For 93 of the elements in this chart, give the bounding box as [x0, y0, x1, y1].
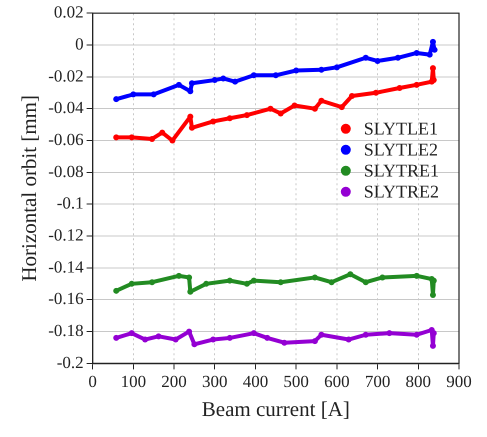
- point: [113, 96, 120, 102]
- point: [379, 274, 386, 280]
- y-tick-label: -0.02: [48, 66, 84, 86]
- y-tick-label: -0.2: [56, 352, 84, 372]
- point: [347, 271, 354, 278]
- point: [113, 334, 120, 341]
- y-tick-label: 0: [75, 34, 84, 54]
- point: [150, 91, 157, 98]
- y-tick-label: -0.14: [48, 257, 84, 276]
- y-tick-label: 0.02: [54, 2, 84, 22]
- point: [264, 334, 270, 341]
- x-tick-label: 200: [161, 372, 187, 392]
- point: [312, 106, 318, 112]
- y-tick-label: -0.1: [56, 194, 84, 213]
- point: [250, 330, 257, 336]
- point: [159, 130, 166, 136]
- point: [346, 336, 352, 343]
- x-tick-label: 0: [88, 372, 97, 392]
- point: [156, 333, 162, 340]
- x-tick-label: 400: [242, 372, 268, 392]
- point: [348, 92, 355, 99]
- point: [130, 91, 136, 98]
- x-tick-label: 600: [324, 372, 350, 392]
- point: [113, 288, 120, 294]
- point: [362, 279, 369, 286]
- point: [414, 332, 420, 338]
- point: [188, 80, 195, 86]
- point: [210, 118, 216, 124]
- x-tick-label: 700: [364, 372, 390, 392]
- point: [328, 279, 335, 286]
- point: [318, 332, 324, 338]
- point: [338, 104, 345, 110]
- point: [426, 52, 433, 58]
- point: [176, 82, 182, 88]
- x-tick-label: 800: [406, 372, 432, 392]
- x-axis-title: Beam current [A]: [202, 396, 350, 421]
- point: [226, 278, 233, 284]
- y-tick-label: -0.18: [48, 321, 84, 340]
- legend-label: SLYTRE1: [364, 160, 440, 181]
- point: [203, 280, 210, 287]
- point: [210, 336, 216, 343]
- point: [281, 340, 288, 346]
- point: [272, 72, 279, 78]
- point: [318, 98, 324, 104]
- point: [278, 279, 284, 286]
- point: [128, 330, 135, 336]
- point: [312, 274, 318, 280]
- point: [188, 124, 195, 131]
- y-tick-label: -0.04: [48, 98, 84, 118]
- point: [191, 341, 198, 348]
- point: [244, 112, 250, 118]
- point: [394, 54, 401, 61]
- point: [113, 134, 120, 140]
- point: [149, 279, 156, 286]
- point: [142, 336, 148, 343]
- point: [362, 332, 369, 338]
- y-tick-label: -0.08: [48, 162, 84, 181]
- point: [250, 72, 257, 78]
- point: [212, 77, 218, 84]
- y-tick-label: -0.16: [48, 289, 84, 308]
- point: [414, 272, 420, 279]
- legend-label: SLYTLE1: [364, 118, 438, 139]
- y-tick-label: -0.06: [48, 130, 84, 150]
- point: [362, 54, 369, 61]
- x-tick-label: 300: [202, 372, 228, 392]
- x-tick-label: 500: [283, 372, 309, 392]
- point: [278, 110, 284, 116]
- point: [414, 82, 420, 88]
- point: [374, 58, 381, 64]
- point: [169, 138, 176, 144]
- y-axis-title: Horizontal orbit [mm]: [17, 94, 42, 282]
- y-tick-label: -0.12: [48, 226, 84, 245]
- point: [372, 90, 379, 96]
- point: [226, 334, 233, 341]
- point: [318, 66, 324, 73]
- point: [172, 336, 179, 343]
- point: [250, 278, 257, 284]
- point: [220, 75, 226, 82]
- x-tick-label: 900: [446, 372, 472, 392]
- point: [128, 134, 135, 140]
- point: [334, 64, 340, 70]
- legend-label: SLYTLE2: [364, 140, 438, 160]
- point: [268, 106, 274, 112]
- legend-label: SLYTRE2: [364, 182, 440, 202]
- point: [128, 280, 135, 287]
- point: [176, 272, 182, 279]
- point: [226, 115, 233, 122]
- x-tick-label: 100: [120, 372, 146, 392]
- point: [186, 274, 192, 280]
- point: [244, 280, 250, 287]
- point: [149, 136, 156, 142]
- point: [232, 78, 238, 85]
- point: [414, 50, 420, 56]
